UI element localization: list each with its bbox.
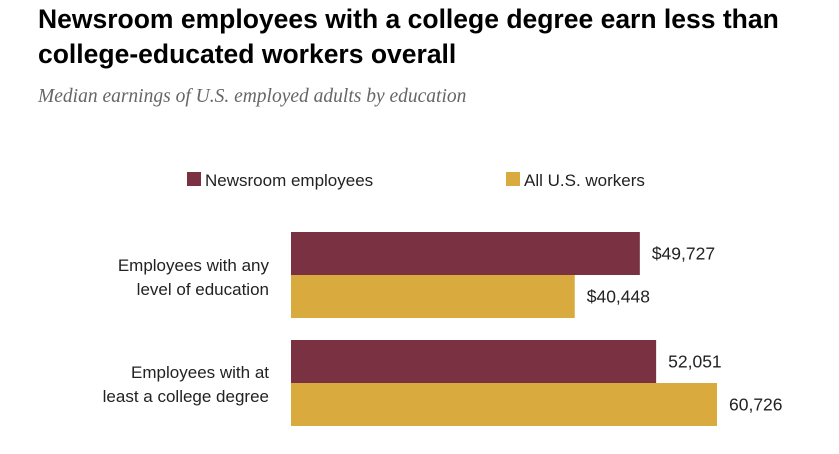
- category-label: Employees with any: [118, 256, 270, 275]
- bar-newsroom: [291, 340, 657, 383]
- category-labels: Employees with any level of education Em…: [103, 256, 270, 406]
- legend-label-all-workers: All U.S. workers: [524, 171, 645, 190]
- data-label: 60,726: [729, 395, 783, 415]
- legend: Newsroom employees All U.S. workers: [187, 171, 645, 190]
- data-label: $49,727: [652, 244, 715, 264]
- category-label: least a college degree: [103, 387, 269, 406]
- bars: $49,727 $40,448 52,051 60,726: [291, 232, 783, 426]
- bar-all-workers: [291, 275, 575, 318]
- legend-swatch-newsroom: [187, 172, 201, 186]
- category-label: level of education: [137, 280, 269, 299]
- bar-newsroom: [291, 232, 640, 275]
- legend-label-newsroom: Newsroom employees: [205, 171, 373, 190]
- category-label: Employees with at: [131, 363, 269, 382]
- legend-swatch-all-workers: [506, 172, 520, 186]
- data-label: $40,448: [587, 287, 650, 307]
- bar-all-workers: [291, 383, 717, 426]
- chart-subtitle: Median earnings of U.S. employed adults …: [38, 86, 467, 107]
- chart-title: Newsroom employees with a college degree…: [38, 4, 779, 69]
- data-label: 52,051: [668, 352, 722, 372]
